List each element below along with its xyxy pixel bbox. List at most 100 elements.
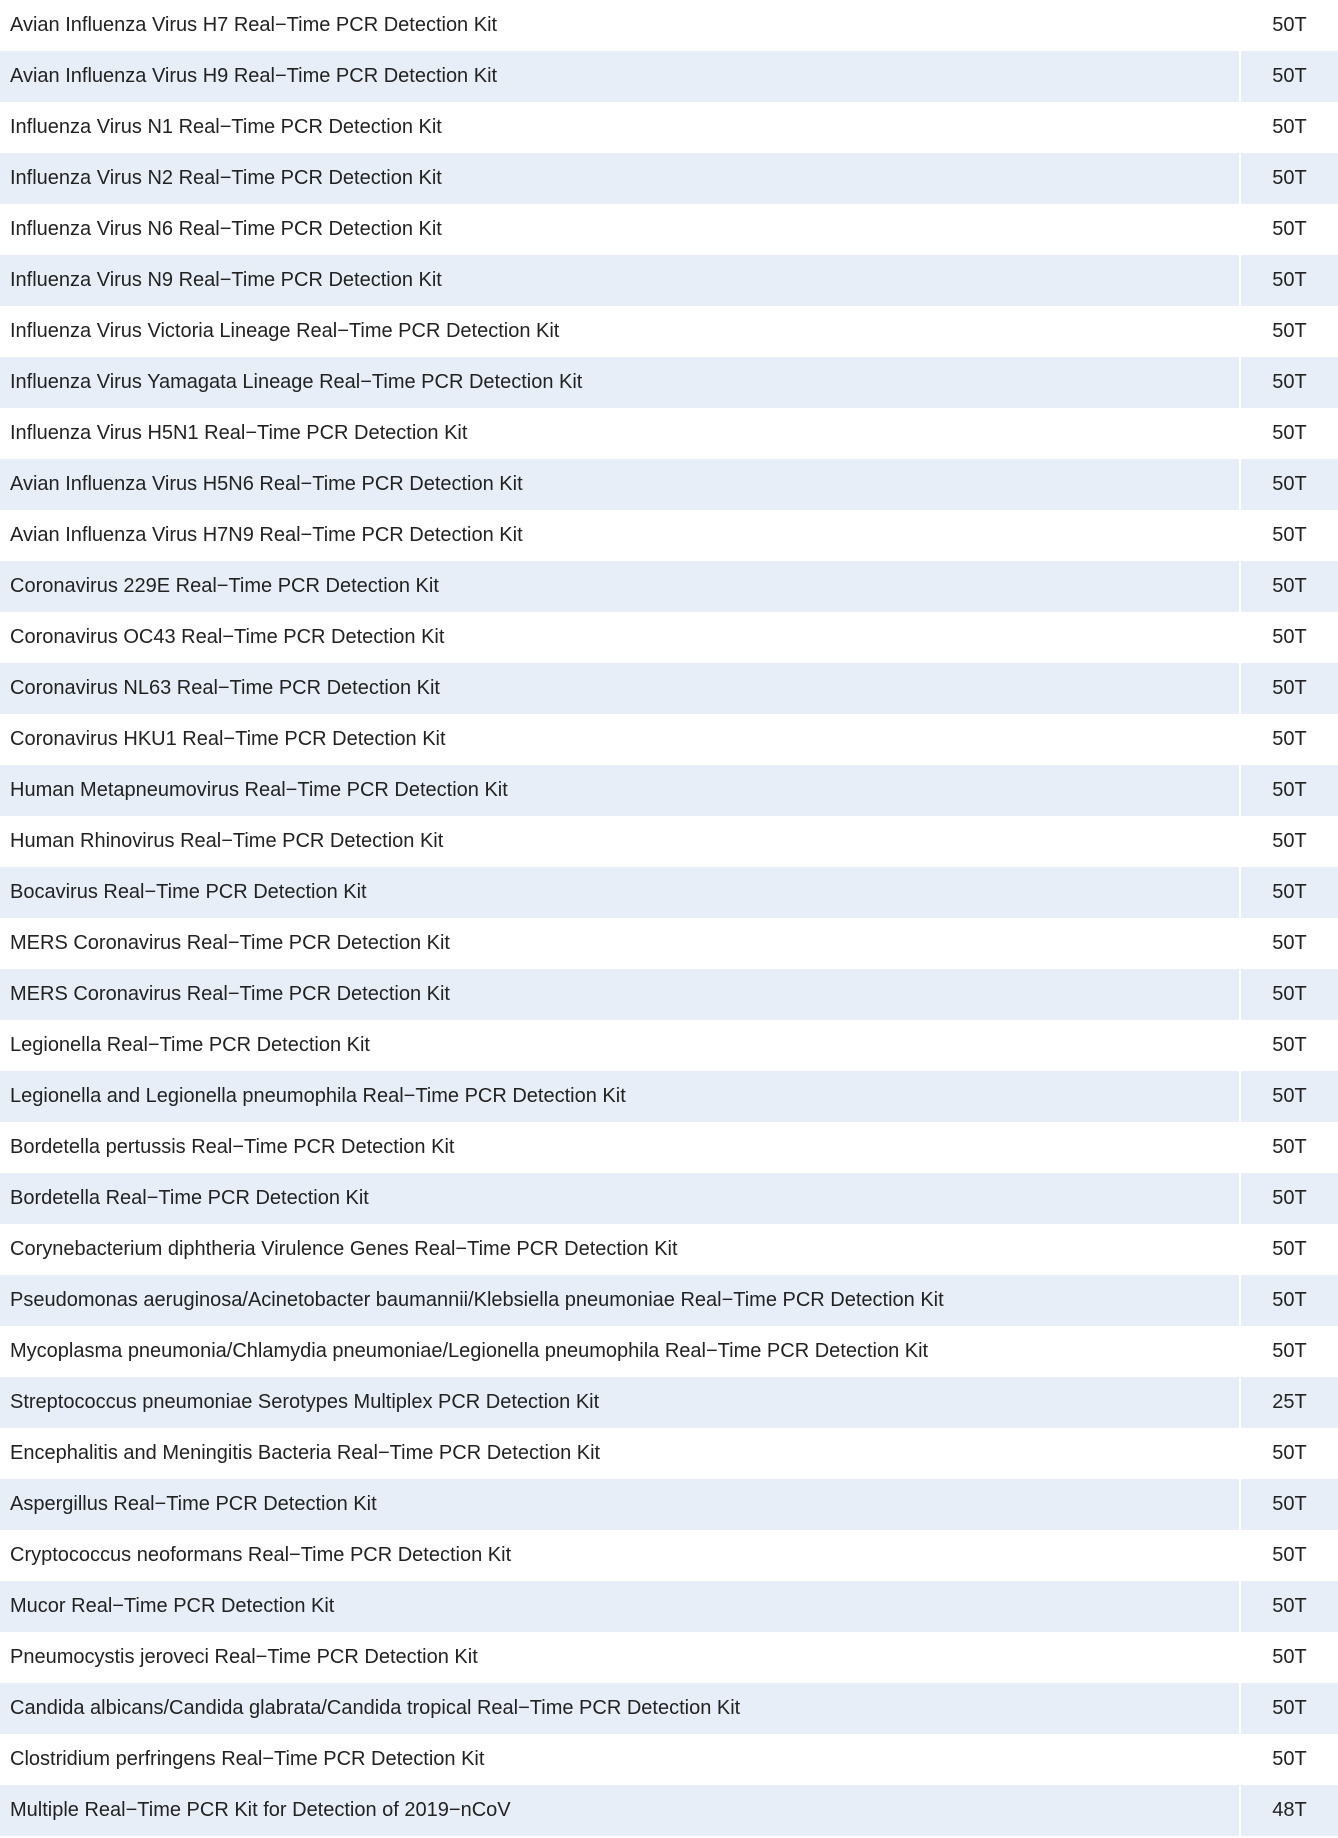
product-name: Legionella and Legionella pneumophila Re… (0, 1071, 1239, 1122)
table-row: Pseudomonas aeruginosa/Acinetobacter bau… (0, 1275, 1338, 1326)
pack-size: 50T (1272, 1034, 1307, 1056)
pack-size: 50T (1241, 969, 1338, 1020)
product-name: Cryptococcus neoformans Real−Time PCR De… (10, 1544, 512, 1566)
pack-size: 50T (1272, 932, 1307, 954)
product-name: MERS Coronavirus Real−Time PCR Detection… (10, 932, 450, 954)
table-row: Avian Influenza Virus H9 Real−Time PCR D… (0, 51, 1338, 102)
pack-size: 50T (1272, 1136, 1307, 1158)
product-name: Legionella Real−Time PCR Detection Kit (10, 1034, 370, 1056)
pack-size: 50T (1272, 320, 1307, 342)
pack-size: 50T (1241, 663, 1338, 714)
product-name: Coronavirus OC43 Real−Time PCR Detection… (10, 626, 445, 648)
table-row: Human Rhinovirus Real−Time PCR Detection… (0, 816, 1338, 867)
table-row: Coronavirus HKU1 Real−Time PCR Detection… (0, 714, 1338, 765)
product-name: Avian Influenza Virus H7 Real−Time PCR D… (10, 14, 498, 36)
product-name: Human Rhinovirus Real−Time PCR Detection… (10, 830, 444, 852)
table-row: Aspergillus Real−Time PCR Detection Kit 5… (0, 1479, 1338, 1530)
product-name: Corynebacterium diphtheria Virulence Gen… (10, 1238, 678, 1260)
table-row: Bocavirus Real−Time PCR Detection Kit 50T (0, 867, 1338, 918)
pack-size: 50T (1241, 51, 1338, 102)
product-name: Clostridium perfringens Real−Time PCR De… (10, 1748, 485, 1770)
table-row: Influenza Virus N1 Real−Time PCR Detecti… (0, 102, 1338, 153)
product-name: Influenza Virus Yamagata Lineage Real−Ti… (0, 357, 1239, 408)
pack-size: 50T (1272, 1646, 1307, 1668)
pack-size: 50T (1241, 459, 1338, 510)
table-row: Influenza Virus N6 Real−Time PCR Detecti… (0, 204, 1338, 255)
pack-size: 50T (1272, 1442, 1307, 1464)
product-name: Aspergillus Real−Time PCR Detection Kit (0, 1479, 1239, 1530)
table-row: MERS Coronavirus Real−Time PCR Detection… (0, 918, 1338, 969)
table-row: Streptococcus pneumoniae Serotypes Multi… (0, 1377, 1338, 1428)
pack-size: 50T (1241, 867, 1338, 918)
table-row: Bordetella pertussis Real−Time PCR Detec… (0, 1122, 1338, 1173)
pack-size: 50T (1272, 524, 1307, 546)
product-name: Coronavirus 229E Real−Time PCR Detection… (0, 561, 1239, 612)
table-row: Corynebacterium diphtheria Virulence Gen… (0, 1224, 1338, 1275)
pack-size: 50T (1241, 357, 1338, 408)
product-name: Multiple Real−Time PCR Kit for Detection… (0, 1785, 1239, 1836)
table-row: Mucor Real−Time PCR Detection Kit 50T (0, 1581, 1338, 1632)
product-name: Mucor Real−Time PCR Detection Kit (0, 1581, 1239, 1632)
product-name: Influenza Virus N2 Real−Time PCR Detecti… (0, 153, 1239, 204)
pack-size: 50T (1241, 153, 1338, 204)
pack-size: 50T (1272, 218, 1307, 240)
table-row: Coronavirus 229E Real−Time PCR Detection… (0, 561, 1338, 612)
table-row: Avian Influenza Virus H5N6 Real−Time PCR… (0, 459, 1338, 510)
product-name: Influenza Virus N6 Real−Time PCR Detecti… (10, 218, 442, 240)
product-name: Avian Influenza Virus H7N9 Real−Time PCR… (10, 524, 523, 546)
pack-size: 50T (1241, 765, 1338, 816)
pack-size: 50T (1272, 14, 1307, 36)
table-row: Human Metapneumovirus Real−Time PCR Dete… (0, 765, 1338, 816)
table-row: MERS Coronavirus Real−Time PCR Detection… (0, 969, 1338, 1020)
table-row: Multiple Real−Time PCR Kit for Detection… (0, 1785, 1338, 1836)
table-row: Coronavirus NL63 Real−Time PCR Detection… (0, 663, 1338, 714)
product-name: Bordetella Real−Time PCR Detection Kit (0, 1173, 1239, 1224)
pack-size: 48T (1241, 1785, 1338, 1836)
pack-size: 50T (1241, 561, 1338, 612)
pack-size: 50T (1272, 422, 1307, 444)
product-name: Human Metapneumovirus Real−Time PCR Dete… (0, 765, 1239, 816)
product-name: Influenza Virus N1 Real−Time PCR Detecti… (10, 116, 442, 138)
product-name: Bocavirus Real−Time PCR Detection Kit (0, 867, 1239, 918)
product-name: Influenza Virus N9 Real−Time PCR Detecti… (0, 255, 1239, 306)
table-row: Bordetella Real−Time PCR Detection Kit 50… (0, 1173, 1338, 1224)
table-row: Influenza Virus N2 Real−Time PCR Detecti… (0, 153, 1338, 204)
product-name: Streptococcus pneumoniae Serotypes Multi… (0, 1377, 1239, 1428)
product-name: Bordetella pertussis Real−Time PCR Detec… (10, 1136, 455, 1158)
pack-size: 50T (1241, 1071, 1338, 1122)
table-row: Influenza Virus H5N1 Real−Time PCR Detec… (0, 408, 1338, 459)
product-name: Pneumocystis jeroveci Real−Time PCR Dete… (10, 1646, 478, 1668)
pack-size: 50T (1241, 1479, 1338, 1530)
table-row: Avian Influenza Virus H7 Real−Time PCR D… (0, 0, 1338, 51)
table-row: Candida albicans/Candida glabrata/Candid… (0, 1683, 1338, 1734)
table-row: Cryptococcus neoformans Real−Time PCR De… (0, 1530, 1338, 1581)
table-row: Coronavirus OC43 Real−Time PCR Detection… (0, 612, 1338, 663)
pack-size: 25T (1241, 1377, 1338, 1428)
pack-size: 50T (1272, 626, 1307, 648)
pack-size: 50T (1241, 1275, 1338, 1326)
product-name: Encephalitis and Meningitis Bacteria Rea… (10, 1442, 601, 1464)
product-name: Coronavirus NL63 Real−Time PCR Detection… (0, 663, 1239, 714)
product-name: Candida albicans/Candida glabrata/Candid… (0, 1683, 1239, 1734)
table-row: Legionella Real−Time PCR Detection Kit 50… (0, 1020, 1338, 1071)
pack-size: 50T (1241, 1683, 1338, 1734)
pack-size: 50T (1272, 1238, 1307, 1260)
product-name: Coronavirus HKU1 Real−Time PCR Detection… (10, 728, 446, 750)
product-name: Avian Influenza Virus H5N6 Real−Time PCR… (0, 459, 1239, 510)
product-name: Avian Influenza Virus H9 Real−Time PCR D… (0, 51, 1239, 102)
pack-size: 50T (1241, 1173, 1338, 1224)
pack-size: 50T (1272, 1748, 1307, 1770)
product-name: Influenza Virus H5N1 Real−Time PCR Detec… (10, 422, 468, 444)
table-row: Influenza Virus N9 Real−Time PCR Detecti… (0, 255, 1338, 306)
pack-size: 50T (1241, 1581, 1338, 1632)
pack-size: 50T (1272, 1544, 1307, 1566)
table-row: Influenza Virus Yamagata Lineage Real−Ti… (0, 357, 1338, 408)
product-name: Influenza Virus Victoria Lineage Real−Ti… (10, 320, 560, 342)
pack-size: 50T (1272, 728, 1307, 750)
pack-size: 50T (1272, 830, 1307, 852)
table-row: Encephalitis and Meningitis Bacteria Rea… (0, 1428, 1338, 1479)
pack-size: 50T (1241, 255, 1338, 306)
table-row: Avian Influenza Virus H7N9 Real−Time PCR… (0, 510, 1338, 561)
